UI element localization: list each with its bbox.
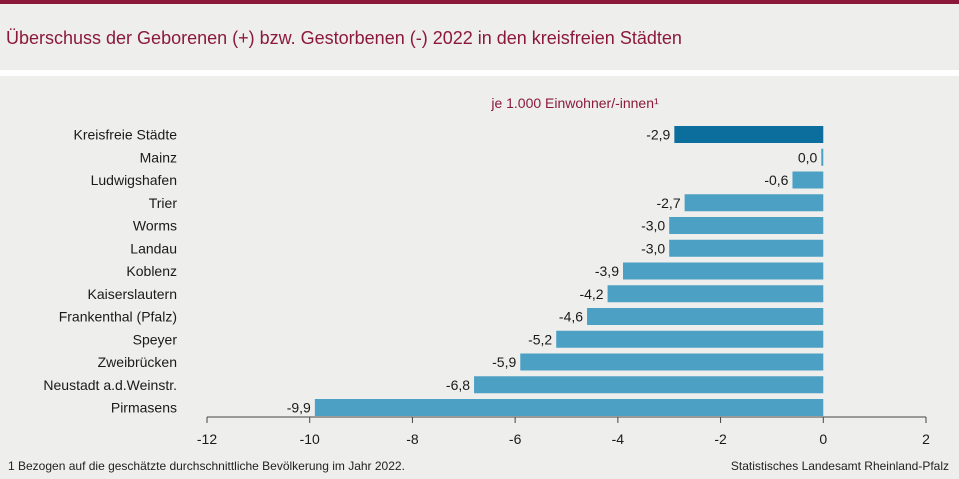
bars-group: Kreisfreie Städte -2,9 Mainz 0,0 Ludwigshafe…: [43, 126, 824, 416]
bar: [607, 285, 824, 303]
value-label: -6,8: [446, 377, 470, 393]
category-label: Neustadt a.d.Weinstr.: [43, 377, 177, 393]
bar: [556, 330, 824, 348]
category-label: Worms: [133, 218, 177, 234]
x-tick-label: 0: [819, 431, 827, 447]
category-label: Trier: [149, 195, 178, 211]
footnote: 1 Bezogen auf die geschätzte durchschnit…: [8, 459, 405, 473]
value-label: -4,2: [579, 286, 603, 302]
x-tick-label: -4: [612, 431, 625, 447]
x-tick-label: -12: [197, 431, 217, 447]
category-label: Mainz: [140, 149, 177, 165]
value-label: -5,9: [492, 354, 516, 370]
category-label: Ludwigshafen: [91, 172, 177, 188]
value-label: -5,2: [528, 331, 552, 347]
category-label: Speyer: [133, 331, 178, 347]
x-tick-label: -2: [714, 431, 727, 447]
category-label: Pirmasens: [111, 400, 177, 416]
value-label: -2,7: [656, 195, 680, 211]
value-label: -3,9: [595, 263, 619, 279]
value-label: -2,9: [646, 127, 670, 143]
bar: [314, 399, 824, 416]
x-tick-label: -6: [509, 431, 522, 447]
bar: [792, 171, 824, 189]
bar: [821, 148, 824, 166]
value-label: 0,0: [798, 149, 818, 165]
source-credit: Statistisches Landesamt Rheinland-Pfalz: [730, 459, 949, 473]
value-label: -0,6: [764, 172, 788, 188]
bar: [474, 376, 824, 394]
chart-title: Überschuss der Geborenen (+) bzw. Gestor…: [6, 28, 682, 48]
bar: [669, 217, 824, 234]
category-label: Frankenthal (Pfalz): [59, 309, 177, 325]
bar: [587, 308, 824, 325]
category-label: Kaiserslautern: [88, 286, 178, 302]
category-label: Koblenz: [126, 263, 177, 279]
category-label: Kreisfreie Städte: [74, 127, 178, 143]
x-tick-label: 2: [922, 431, 930, 447]
bar: [674, 126, 824, 143]
bar: [669, 239, 824, 257]
category-label: Landau: [130, 240, 177, 256]
value-label: -3,0: [641, 240, 665, 256]
value-label: -4,6: [559, 309, 583, 325]
header-divider: [0, 70, 959, 76]
bar: [520, 353, 824, 371]
x-tick-label: -8: [406, 431, 419, 447]
bar: [622, 262, 824, 280]
chart-subtitle: je 1.000 Einwohner/-innen¹: [490, 95, 659, 111]
x-axis: -12 -10 -8 -6 -4 -2 0 2: [197, 416, 930, 447]
bar: [684, 194, 824, 212]
value-label: -9,9: [287, 400, 311, 416]
top-accent-bar: [0, 0, 959, 4]
value-label: -3,0: [641, 218, 665, 234]
category-label: Zweibrücken: [98, 354, 177, 370]
x-tick-label: -10: [300, 431, 320, 447]
